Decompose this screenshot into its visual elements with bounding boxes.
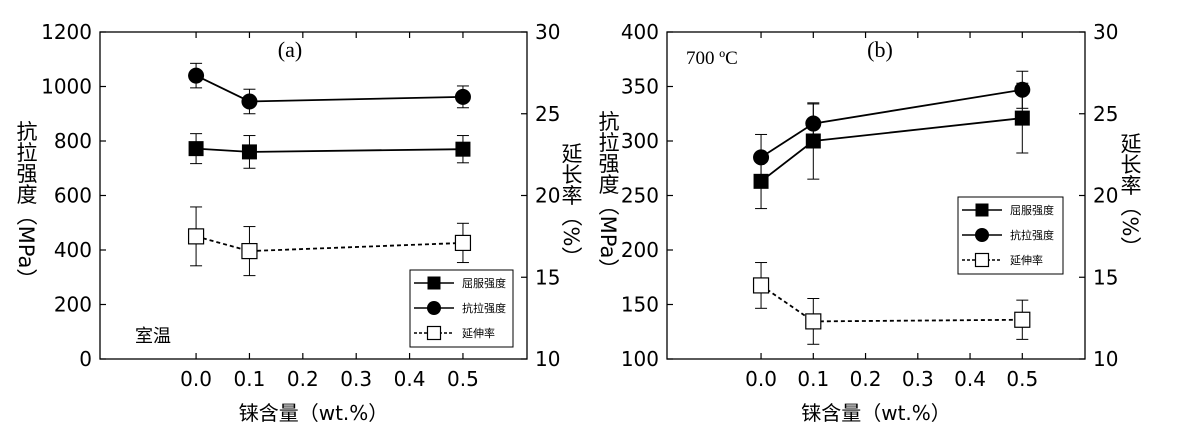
y-right-axis-label: 延长率（%）	[1118, 133, 1142, 258]
series-line	[760, 117, 1023, 183]
series-yield	[753, 82, 1030, 210]
legend-marker	[427, 276, 441, 290]
data-point	[454, 234, 472, 252]
series-tensile	[753, 70, 1031, 181]
data-point	[1014, 311, 1031, 328]
x-tick-label: 0.0	[180, 367, 212, 391]
y-left-tick-label: 400	[54, 238, 92, 262]
y-right-tick-label: 15	[535, 265, 560, 289]
data-point	[187, 228, 205, 245]
y-left-tick-label: 800	[54, 129, 92, 153]
y-left-tick-label: 1200	[41, 20, 92, 44]
y-left-tick-label: 350	[621, 75, 659, 99]
legend-label: 抗拉强度	[1010, 228, 1054, 242]
series-line	[195, 235, 463, 252]
series-elongation	[752, 262, 1031, 345]
y-right-tick-label: 25	[535, 102, 560, 126]
data-point	[241, 144, 257, 160]
legend-marker	[974, 252, 990, 268]
legend-label: 屈服强度	[1010, 203, 1054, 217]
y-left-tick-label: 100	[621, 347, 659, 371]
panel-annotation: 室温	[135, 326, 171, 347]
legend-marker	[427, 301, 441, 315]
series-line	[196, 147, 463, 153]
x-tick-label: 0.4	[954, 367, 986, 391]
x-tick-label: 0.2	[850, 367, 882, 391]
legend-label: 屈服强度	[462, 276, 506, 290]
data-point	[455, 141, 471, 157]
panel-annotation: 700 ºC	[686, 48, 738, 69]
series-yield	[188, 133, 471, 169]
series-line	[760, 88, 1023, 159]
data-point	[805, 313, 822, 330]
y-left-tick-label: 250	[621, 184, 659, 208]
x-axis-label: 铼含量（wt.%）	[801, 401, 951, 425]
y-left-tick-label: 400	[621, 20, 659, 44]
data-point	[1014, 110, 1030, 126]
legend-label: 延伸率	[462, 326, 495, 340]
data-point	[241, 242, 258, 260]
data-point	[753, 173, 769, 189]
data-point	[241, 93, 258, 110]
x-tick-label: 0.1	[234, 367, 266, 391]
y-right-tick-label: 20	[535, 184, 560, 208]
data-point	[188, 67, 205, 84]
y-left-tick-label: 300	[621, 129, 659, 153]
y-right-tick-label: 10	[1093, 347, 1118, 371]
y-left-tick-label: 0	[79, 347, 92, 371]
series-tensile	[188, 62, 471, 115]
y-left-axis-label: 抗拉强度（MPa）	[14, 121, 38, 290]
y-left-axis-label: 抗拉强度（MPa）	[596, 111, 620, 280]
data-point	[1014, 81, 1031, 98]
series-elongation	[187, 206, 472, 277]
y-right-tick-label: 10	[535, 347, 560, 371]
y-right-tick-label: 15	[1093, 265, 1118, 289]
y-right-axis-label: 延长率（%）	[559, 143, 583, 268]
data-point	[454, 88, 471, 105]
y-right-tick-label: 20	[1093, 184, 1118, 208]
y-right-tick-label: 25	[1093, 102, 1118, 126]
x-tick-label: 0.2	[287, 367, 319, 391]
legend-label: 抗拉强度	[462, 301, 506, 315]
y-left-tick-label: 600	[54, 184, 92, 208]
y-right-tick-label: 30	[535, 20, 560, 44]
panel-label: (a)	[278, 37, 302, 62]
y-left-tick-label: 150	[621, 293, 659, 317]
y-right-tick-label: 30	[1093, 20, 1118, 44]
y-left-tick-label: 1000	[41, 75, 92, 99]
x-tick-label: 0.3	[902, 367, 934, 391]
series-line	[760, 284, 1023, 323]
legend-label: 延伸率	[1010, 253, 1043, 267]
x-tick-label: 0.4	[394, 367, 426, 391]
y-left-tick-label: 200	[621, 238, 659, 262]
legend-marker	[975, 203, 989, 217]
data-point	[753, 149, 770, 166]
panel-label: (b)	[867, 37, 893, 62]
series-line	[195, 74, 463, 103]
data-point	[805, 115, 822, 132]
x-tick-label: 0.5	[447, 367, 479, 391]
x-tick-label: 0.5	[1006, 367, 1038, 391]
chart-panel-b: 0.0 0.1 0.2 0.3 0.4 0.5 100 150 200 250 300 350 400 1…	[596, 20, 1142, 425]
legend-marker	[426, 325, 442, 341]
legend-marker	[975, 228, 989, 242]
y-left-tick-label: 200	[54, 293, 92, 317]
x-tick-label: 0.0	[745, 367, 777, 391]
x-tick-label: 0.1	[797, 367, 829, 391]
x-axis-label: 铼含量（wt.%）	[239, 401, 389, 425]
data-point	[188, 141, 204, 157]
data-point	[752, 277, 770, 294]
chart-panel-a: 0.0 0.1 0.2 0.3 0.4 0.5 0 200 400 600 800 1000 1200 1…	[14, 20, 583, 425]
x-tick-label: 0.3	[340, 367, 372, 391]
